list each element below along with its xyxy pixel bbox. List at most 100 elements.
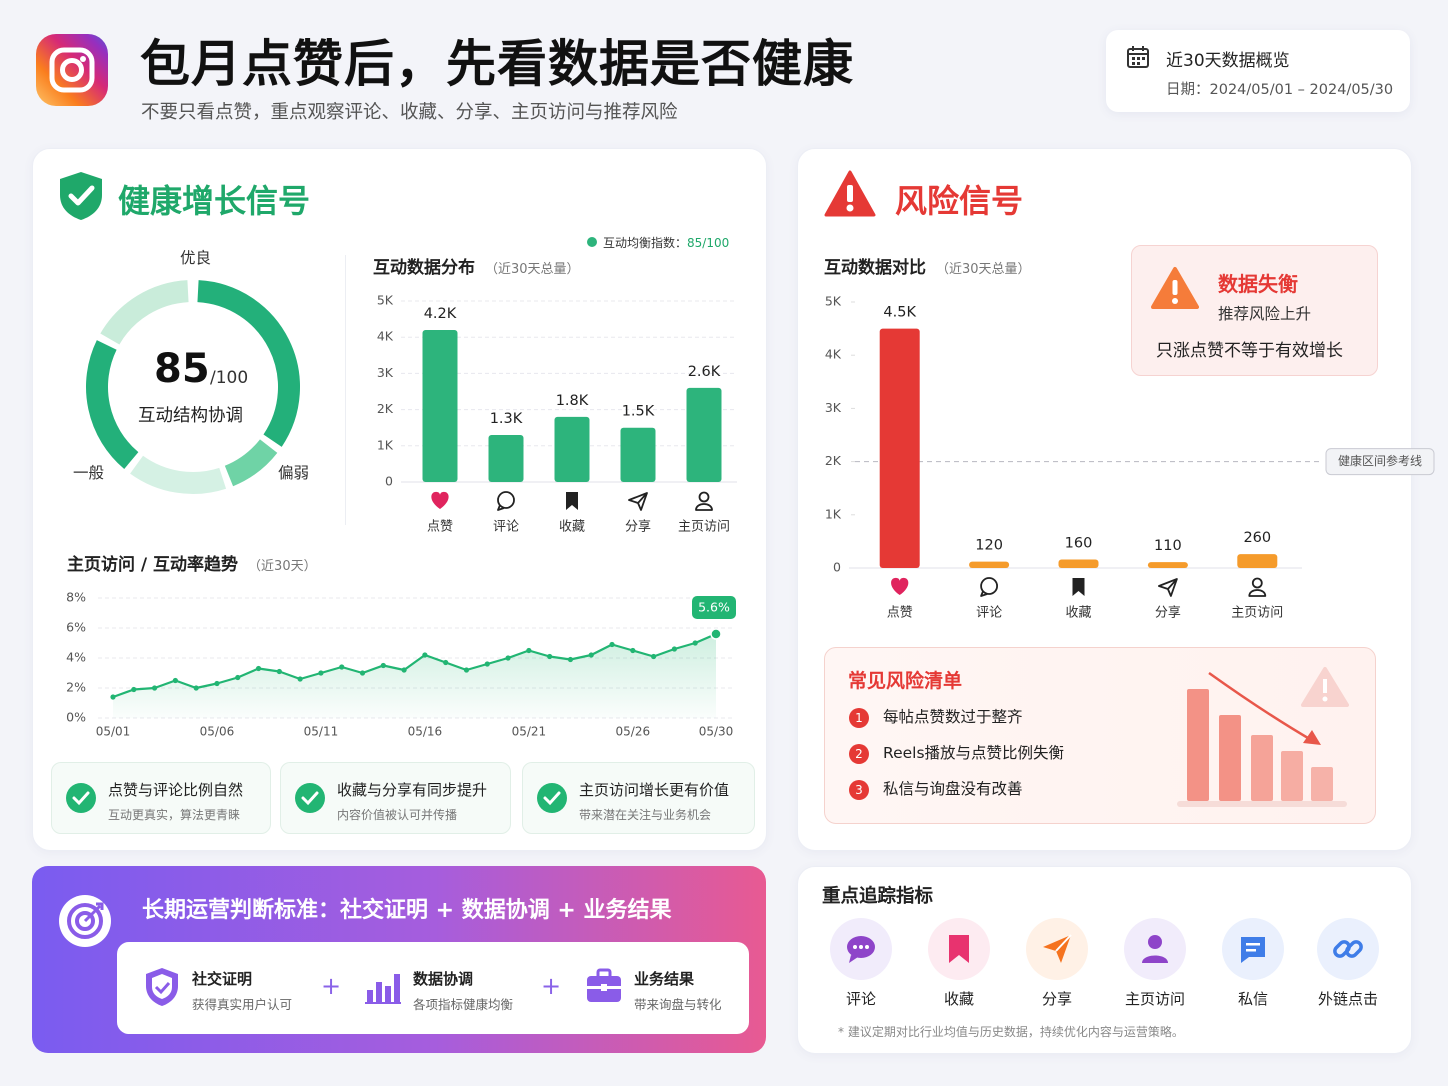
title: 包月点赞后，先看数据是否健康 (140, 35, 854, 93)
check-icon (66, 783, 96, 813)
risk-title: 风险信号 (895, 182, 1024, 220)
standard-item-title: 数据协调 (413, 970, 474, 988)
tracking-icon (1124, 918, 1186, 980)
decline-illustration (1177, 667, 1349, 807)
zone-label: 偏弱 (278, 464, 310, 482)
risk-text: 私信与询盘没有改善 (883, 780, 1023, 798)
risk-list-title: 常见风险清单 (848, 670, 963, 692)
legend-dot (587, 237, 597, 247)
check-icon (537, 783, 567, 813)
chart-title: 互动数据分布 （近30天总量） (373, 253, 580, 278)
gauge-max: /100 (210, 368, 249, 388)
tracking-panel (797, 866, 1412, 1054)
chart-title-text: 主页访问 / 互动率趋势 (67, 555, 239, 575)
check-title: 收藏与分享有同步提升 (337, 781, 488, 799)
risk-text: 每帖点赞数过于整齐 (883, 708, 1023, 726)
alert-box: 数据失衡 推荐风险上升 只涨点赞不等于有效增长 (1131, 245, 1378, 376)
check-desc: 带来潜在关注与业务机会 (579, 808, 712, 822)
alert-subtitle: 推荐风险上升 (1218, 305, 1312, 323)
risk-no: 1 (849, 708, 869, 728)
chart-title-text: 互动数据对比 (824, 258, 926, 278)
alert-icon (1151, 267, 1199, 309)
tracking-item: 主页访问 (1110, 918, 1200, 1009)
legend-value: 85/100 (687, 236, 730, 250)
tracking-item: 收藏 (914, 918, 1004, 1009)
glyph (1333, 940, 1363, 958)
zone-label: 一般 (73, 464, 105, 482)
gauge-caption: 互动结构协调 (138, 406, 243, 426)
legend: 互动均衡指数：85/100 (587, 234, 729, 251)
subtitle: 不要只看点赞，重点观察评论、收藏、分享、主页访问与推荐风险 (141, 102, 678, 123)
glyph (949, 935, 969, 963)
proof-icon (146, 968, 178, 1006)
tracking-item: 私信 (1208, 918, 1298, 1009)
risk-item: 3 私信与询盘没有改善 (849, 777, 1023, 800)
risk-item: 1 每帖点赞数过于整齐 (849, 705, 1023, 728)
tracking-icon (928, 918, 990, 980)
warning-icon (824, 170, 876, 217)
glyph (847, 936, 875, 963)
divider (345, 255, 346, 525)
zone-label: 优良 (180, 249, 212, 267)
period-dates: 日期：2024/05/01 – 2024/05/30 (1166, 82, 1394, 98)
check-card: 点赞与评论比例自然 互动更真实，算法更青睐 (51, 762, 271, 834)
standard-item-desc: 获得真实用户认可 (192, 997, 293, 1012)
risk-item: 2 Reels播放与点赞比例失衡 (849, 741, 1064, 764)
legend-label: 互动均衡指数： (603, 236, 688, 250)
tracking-title: 重点追踪指标 (822, 886, 934, 907)
period-title: 近30天数据概览 (1166, 51, 1290, 71)
risk-text: Reels播放与点赞比例失衡 (883, 744, 1065, 762)
risk-list-box: 常见风险清单 1 每帖点赞数过于整齐 2 Reels播放与点赞比例失衡 3 私信与询盘… (824, 647, 1376, 824)
logo-glyph (49, 47, 95, 93)
glyph (1043, 934, 1072, 963)
standard-item-title: 业务结果 (634, 970, 695, 988)
tracking-item: 外链点击 (1303, 918, 1393, 1009)
tracking-icon (1026, 918, 1088, 980)
tracking-note: * 建议定期对比行业均值与历史数据，持续优化内容与运营策略。 (838, 1025, 1184, 1039)
standard-item-desc: 各项指标健康均衡 (413, 997, 514, 1012)
joiner: + (321, 972, 342, 1000)
data-icon (365, 974, 401, 1004)
chart-title-text: 互动数据分布 (373, 258, 475, 278)
period-box: 近30天数据概览 日期：2024/05/01 – 2024/05/30 (1106, 30, 1410, 112)
tracking-icon (1222, 918, 1284, 980)
chart-subtitle: （近30天总量） (936, 262, 1031, 277)
risk-no: 3 (849, 780, 869, 800)
alert-text: 只涨点赞不等于有效增长 (1156, 341, 1343, 361)
glyph (1241, 937, 1265, 963)
alert-title: 数据失衡 (1218, 272, 1298, 296)
risk-no: 2 (849, 744, 869, 764)
standard-item-title: 社交证明 (192, 970, 253, 988)
tracking-icon (1317, 918, 1379, 980)
logo (36, 34, 108, 106)
tracking-icon (830, 918, 892, 980)
tracking-label: 主页访问 (1124, 990, 1185, 1008)
glyph (1142, 935, 1168, 963)
check-desc: 内容价值被认可并传播 (337, 808, 458, 822)
target-icon (59, 895, 111, 947)
check-card: 主页访问增长更有价值带来潜在关注与业务机会 (522, 762, 755, 834)
shield-icon (60, 172, 102, 220)
standard-item-desc: 带来询盘与转化 (634, 997, 722, 1012)
chart-title: 主页访问 / 互动率趋势 （近30天） (67, 550, 317, 575)
check-desc: 互动更真实，算法更青睐 (108, 808, 241, 822)
chart-subtitle: （近30天总量） (485, 262, 580, 277)
gauge-score: 85 (154, 346, 210, 392)
tracking-label: 收藏 (943, 990, 974, 1008)
tracking-label: 评论 (845, 990, 876, 1008)
calendar-icon (1127, 46, 1149, 68)
tracking-item: 评论 (816, 918, 906, 1009)
joiner: + (541, 972, 562, 1000)
tracking-label: 分享 (1041, 990, 1072, 1008)
chart-title: 互动数据对比 （近30天总量） (824, 253, 1031, 278)
tracking-label: 私信 (1237, 990, 1268, 1008)
check-title: 主页访问增长更有价值 (579, 781, 730, 799)
chart-subtitle: （近30天） (248, 559, 317, 574)
standard-title: 长期运营判断标准：社交证明 + 数据协调 + 业务结果 (142, 898, 672, 923)
tracking-label: 外链点击 (1317, 990, 1378, 1008)
check-card: 收藏与分享有同步提升内容价值被认可并传播 (280, 762, 511, 834)
tracking-item: 分享 (1012, 918, 1102, 1009)
business-icon (587, 968, 621, 1002)
check-icon (295, 783, 325, 813)
